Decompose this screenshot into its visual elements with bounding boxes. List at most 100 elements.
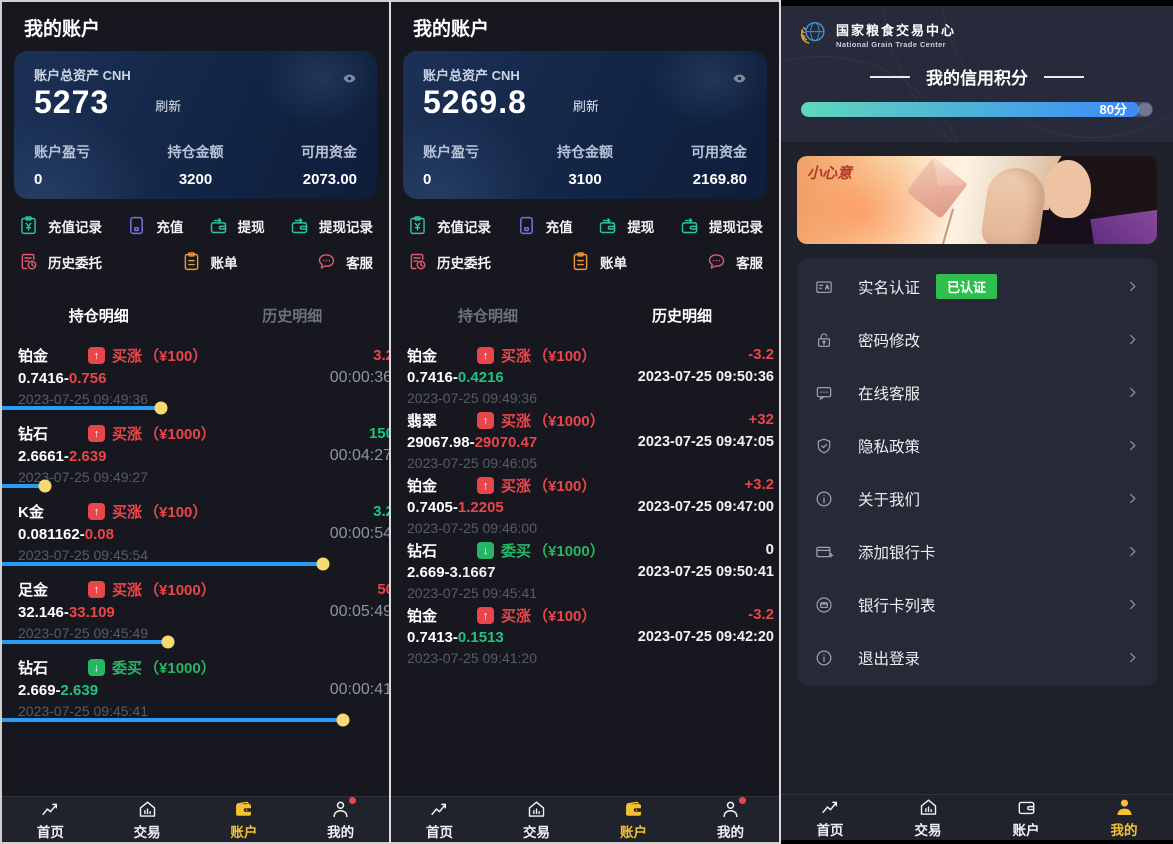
notification-dot	[739, 796, 746, 804]
action-recharge[interactable]: 充值	[126, 215, 183, 236]
nav-item-home[interactable]: 首页	[2, 797, 99, 842]
credit-bar-cap	[1138, 103, 1152, 116]
action-recharge[interactable]: 充值	[516, 215, 573, 236]
action-recharge-record[interactable]: 充值记录	[18, 215, 102, 236]
open-time: 2023-07-25 09:45:49	[18, 625, 148, 641]
nav-item-wallet[interactable]: 账户	[977, 795, 1075, 840]
stat-label: 可用资金	[301, 143, 358, 160]
position-row[interactable]: K金 ↑ 买涨（¥100） 3.2 0.0811620.08 00:00:54 2023-0…	[2, 495, 389, 573]
asset-total-value: 5269.8	[423, 84, 527, 120]
open-price: 0.7405	[407, 499, 458, 516]
tab-history[interactable]: 历史明细	[651, 308, 712, 325]
open-time: 2023-07-25 09:49:36	[18, 391, 148, 407]
nav-item-trade[interactable]: 交易	[488, 797, 585, 842]
nav-item-profile[interactable]: 我的	[292, 796, 389, 842]
history-row[interactable]: 铂金 ↑ 买涨（¥100） 0.74051.2205 2023-07-25 09:46:…	[391, 469, 779, 536]
position-row[interactable]: 足金 ↑ 买涨（¥1000） 50 32.14633.109 00:05:49 2023-0…	[2, 573, 389, 651]
action-bill[interactable]: 账单	[181, 251, 238, 272]
position-row[interactable]: 钻石 ↓ 委买（¥1000） 2.6692.639 00:00:41 2023-07-25…	[2, 651, 389, 729]
action-withdraw[interactable]: 提现	[208, 215, 265, 236]
action-service[interactable]: 客服	[316, 251, 373, 272]
menu-item-info[interactable]: 关于我们	[797, 472, 1157, 525]
asset-stat: 账户盈亏 0	[423, 142, 531, 188]
nav-item-trade[interactable]: 交易	[879, 795, 977, 840]
bottom-nav: 首页 交易 账户 我的	[391, 796, 779, 842]
direction-label: 买涨	[112, 426, 143, 443]
action-withdraw[interactable]: 提现	[597, 215, 654, 236]
credit-score-fill	[801, 102, 1139, 117]
history-row[interactable]: 钻石 ↓ 委买（¥1000） 2.6693.1667 2023-07-25 09:45:…	[391, 534, 779, 601]
menu-item-lock[interactable]: 密码修改	[797, 313, 1157, 366]
direction-label: 买涨	[112, 504, 143, 521]
refresh-button[interactable]: 刷新	[572, 98, 599, 114]
nav-item-profile[interactable]: 我的	[1075, 795, 1173, 840]
heading-line	[870, 75, 910, 78]
refresh-button[interactable]: 刷新	[155, 98, 182, 114]
action-history-orders[interactable]: 历史委托	[407, 251, 491, 272]
action-bill[interactable]: 账单	[570, 251, 627, 272]
nav-label: 首页	[426, 824, 453, 840]
logout-icon	[814, 648, 834, 668]
order-amount: （¥1000）	[533, 543, 605, 560]
profile-icon	[330, 796, 357, 820]
progress-knob	[336, 713, 350, 727]
history-row[interactable]: 铂金 ↑ 买涨（¥100） 0.74160.4216 2023-07-25 09:49:…	[391, 339, 779, 406]
tab-positions[interactable]: 持仓明细	[68, 308, 129, 325]
direction-label: 买涨	[501, 478, 532, 495]
nav-label: 交易	[523, 824, 550, 840]
action-service[interactable]: 客服	[706, 251, 763, 272]
promo-banner[interactable]: 小心意	[797, 156, 1157, 244]
toggle-balance-visibility-icon[interactable]	[340, 71, 359, 86]
id-card-icon	[814, 277, 834, 297]
position-row[interactable]: 铂金 ↑ 买涨（¥100） 3.2 0.74160.756 00:00:36 2023-07…	[2, 339, 389, 417]
chevron-right-icon	[1125, 279, 1140, 294]
history-row[interactable]: 铂金 ↑ 买涨（¥100） 0.74130.1513 2023-07-25 09:41:…	[391, 599, 779, 666]
toggle-balance-visibility-icon[interactable]	[730, 71, 749, 86]
nav-item-trade[interactable]: 交易	[99, 797, 196, 842]
pnl-value: +3.2	[744, 476, 774, 493]
chevron-right-icon	[1125, 332, 1140, 347]
open-price: 0.7413	[407, 629, 458, 646]
menu-item-shield[interactable]: 隐私政策	[797, 419, 1157, 472]
instrument-name: 足金	[18, 582, 49, 599]
menu-item-logout[interactable]: 退出登录	[797, 631, 1157, 684]
order-amount: （¥1000）	[144, 660, 216, 677]
asset-summary-card: 账户总资产 CNH 5273 刷新 账户盈亏 0 持仓金额 3200 可用资金 2073.00	[14, 51, 377, 199]
nav-item-profile[interactable]: 我的	[682, 796, 779, 842]
nav-item-wallet[interactable]: 账户	[196, 797, 293, 842]
latest-price: 2.639	[68, 447, 107, 465]
progress-knob	[154, 401, 168, 415]
open-price: 2.6661	[18, 448, 69, 465]
history-orders-icon	[18, 251, 39, 272]
direction-badge-up-icon: ↑	[88, 347, 105, 364]
chat-icon	[814, 383, 834, 403]
screen-profile: 国家粮食交易中心 National Grain Trade Center 我的信用积…	[781, 0, 1173, 844]
menu-item-label: 在线客服	[858, 385, 921, 403]
asset-stat: 持仓金额 3200	[142, 142, 250, 188]
action-withdraw-record[interactable]: 提现记录	[289, 215, 373, 236]
menu-item-card-add[interactable]: 添加银行卡	[797, 525, 1157, 578]
history-row[interactable]: 翡翠 ↑ 买涨（¥1000） 29067.9829070.47 2023-07-25 0…	[391, 404, 779, 471]
stat-value: 3100	[568, 170, 602, 188]
chevron-right-icon	[1125, 385, 1140, 400]
action-label: 客服	[736, 255, 763, 271]
menu-item-card-list[interactable]: 银行卡列表	[797, 578, 1157, 631]
nav-item-home[interactable]: 首页	[391, 797, 488, 842]
countdown-timer: 00:00:54	[329, 525, 389, 542]
direction-badge-up-icon: ↑	[477, 412, 494, 429]
action-recharge-record[interactable]: 充值记录	[407, 215, 491, 236]
open-price: 0.7416	[407, 369, 458, 386]
brand-name-zh: 国家粮食交易中心	[836, 22, 957, 38]
position-row[interactable]: 钻石 ↑ 买涨（¥1000） 150 2.66612.639 00:04:27 2023-0…	[2, 417, 389, 495]
nav-item-wallet[interactable]: 账户	[585, 797, 682, 842]
menu-item-id-card[interactable]: 实名认证 已认证	[797, 260, 1157, 313]
nav-item-home[interactable]: 首页	[781, 795, 879, 840]
action-history-orders[interactable]: 历史委托	[18, 251, 102, 272]
action-withdraw-record[interactable]: 提现记录	[679, 215, 763, 236]
chevron-right-icon	[1125, 438, 1140, 453]
position-progress-bar	[2, 479, 389, 493]
tab-positions[interactable]: 持仓明细	[457, 308, 518, 325]
tab-history[interactable]: 历史明细	[262, 308, 323, 325]
menu-item-chat[interactable]: 在线客服	[797, 366, 1157, 419]
